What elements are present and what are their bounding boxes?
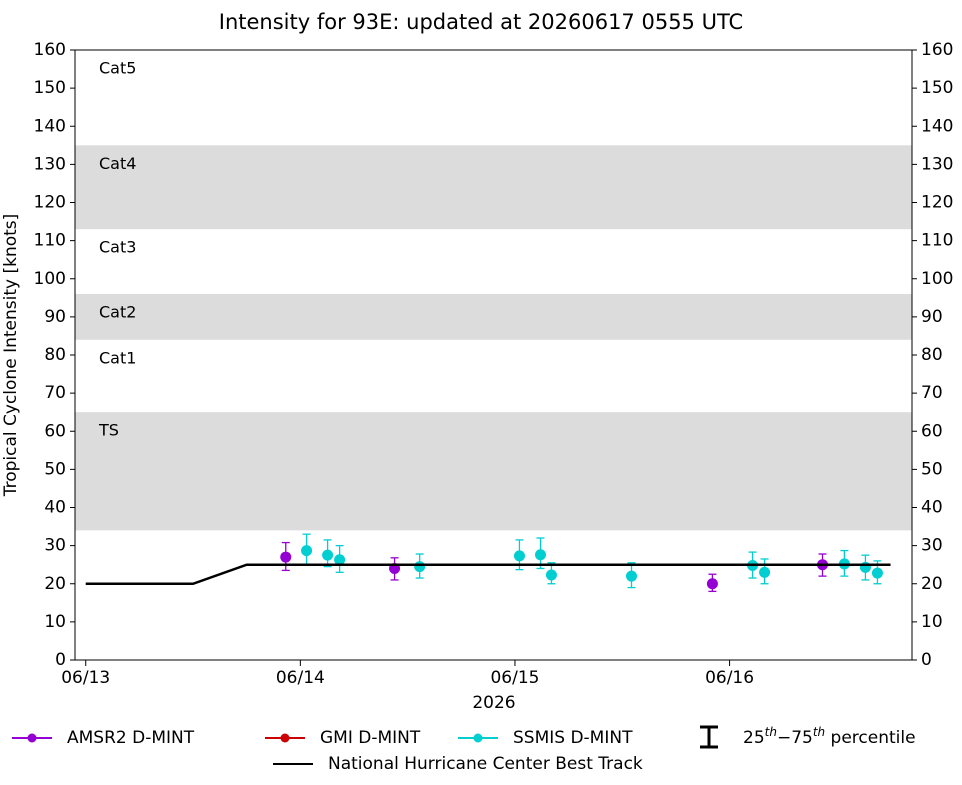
y2-tick-label: 160 bbox=[921, 40, 953, 60]
category-label: Cat3 bbox=[99, 238, 136, 257]
legend-label: GMI D-MINT bbox=[320, 728, 421, 748]
best-track-line bbox=[85, 563, 891, 585]
y2-tick-label: 130 bbox=[921, 154, 953, 174]
y2-tick-label: 70 bbox=[921, 383, 943, 403]
x-tick-label: 06/15 bbox=[490, 668, 539, 688]
y2-tick-label: 150 bbox=[921, 78, 953, 98]
category-label: TS bbox=[98, 421, 119, 440]
y-tick-label: 100 bbox=[34, 269, 66, 289]
y-tick-label: 10 bbox=[44, 612, 66, 632]
data-point bbox=[322, 549, 334, 561]
y-tick-label: 160 bbox=[34, 40, 66, 60]
data-point bbox=[280, 551, 292, 563]
data-point bbox=[301, 545, 313, 557]
data-point bbox=[871, 567, 883, 579]
y2-tick-label: 40 bbox=[921, 498, 943, 518]
y-tick-label: 50 bbox=[44, 459, 66, 479]
y-tick-label: 30 bbox=[44, 536, 66, 556]
data-point bbox=[334, 554, 346, 566]
y-tick-label: 120 bbox=[34, 193, 66, 213]
legend-label-part: th bbox=[813, 725, 825, 739]
data-point bbox=[759, 566, 771, 578]
y-tick-label: 110 bbox=[34, 231, 66, 251]
category-label: Cat2 bbox=[99, 303, 136, 322]
data-point bbox=[414, 561, 426, 573]
data-point bbox=[513, 550, 525, 562]
y2-tick-label: 0 bbox=[921, 650, 932, 670]
y2-tick-label: 140 bbox=[921, 116, 953, 136]
legend-marker bbox=[280, 733, 290, 743]
y2-tick-label: 100 bbox=[921, 269, 953, 289]
data-point bbox=[625, 570, 637, 582]
y-tick-label: 40 bbox=[44, 498, 66, 518]
x-tick-label: 06/16 bbox=[705, 668, 754, 688]
y2-tick-label: 50 bbox=[921, 459, 943, 479]
legend-label-part: percentile bbox=[825, 728, 915, 748]
category-band bbox=[75, 145, 912, 230]
data-point bbox=[545, 569, 557, 581]
y2-tick-label: 20 bbox=[921, 574, 943, 594]
y-tick-label: 80 bbox=[44, 345, 66, 365]
legend-label: 25th−75th percentile bbox=[743, 725, 916, 749]
y2-tick-label: 80 bbox=[921, 345, 943, 365]
y-axis-label: Tropical Cyclone Intensity [knots] bbox=[1, 214, 21, 498]
legend-marker bbox=[27, 733, 37, 743]
plot-frame bbox=[74, 49, 913, 661]
y2-tick-label: 10 bbox=[921, 612, 943, 632]
category-label: Cat4 bbox=[99, 154, 136, 173]
legend-label: SSMIS D-MINT bbox=[513, 728, 633, 748]
y-tick-label: 60 bbox=[44, 421, 66, 441]
y2-tick-label: 30 bbox=[921, 536, 943, 556]
legend-label-part: th bbox=[765, 725, 777, 739]
legend-label: AMSR2 D-MINT bbox=[67, 728, 195, 748]
data-point bbox=[706, 578, 718, 590]
y-tick-label: 20 bbox=[44, 574, 66, 594]
y2-tick-label: 110 bbox=[921, 231, 953, 251]
chart-title: Intensity for 93E: updated at 20260617 0… bbox=[219, 10, 743, 34]
category-band bbox=[75, 294, 912, 340]
y-tick-label: 140 bbox=[34, 116, 66, 136]
y-tick-label: 0 bbox=[55, 650, 66, 670]
legend-label: National Hurricane Center Best Track bbox=[328, 754, 643, 774]
x-tick-label: 06/14 bbox=[276, 668, 325, 688]
data-point bbox=[535, 549, 547, 561]
y-tick-label: 150 bbox=[34, 78, 66, 98]
legend-label-part: 25 bbox=[743, 728, 765, 748]
y-tick-label: 130 bbox=[34, 154, 66, 174]
y-tick-label: 70 bbox=[44, 383, 66, 403]
category-label: Cat5 bbox=[99, 59, 136, 78]
x-tick-label: 06/13 bbox=[61, 668, 110, 688]
y2-tick-label: 90 bbox=[921, 307, 943, 327]
legend-label-part: −75 bbox=[777, 728, 813, 748]
y2-tick-label: 120 bbox=[921, 193, 953, 213]
y2-tick-label: 60 bbox=[921, 421, 943, 441]
x-axis-label: 2026 bbox=[472, 693, 515, 713]
category-label: Cat1 bbox=[99, 348, 136, 367]
category-band bbox=[75, 412, 912, 531]
y-tick-label: 90 bbox=[44, 307, 66, 327]
legend-marker bbox=[473, 733, 483, 743]
